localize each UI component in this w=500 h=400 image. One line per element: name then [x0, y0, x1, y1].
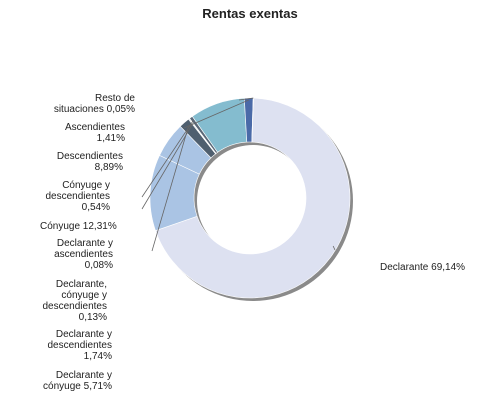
leader-line-conyuge-desc: [141, 120, 194, 198]
leader-line-decl-asc: [141, 123, 194, 210]
leader-line-declarante: [332, 245, 336, 251]
leader-line-ascendientes: [183, 99, 249, 129]
pie-slices: [149, 97, 353, 301]
slice-labels: Resto de situaciones 0,05% Ascendientes 1,4…: [40, 93, 465, 392]
slice-label-descendientes: Descendientes 8,89%: [57, 151, 123, 173]
pie-slice-0: [155, 97, 351, 299]
slice-label-decl_asc: Declarante y ascendientes 0,08%: [54, 238, 113, 271]
slice-label-conyuge_desc: Cónyuge y descendientes 0,54%: [46, 180, 111, 213]
slice-label-declarante: Declarante 69,14%: [380, 262, 465, 273]
slice-label-decl_desc: Declarante y descendientes 1,74%: [48, 329, 113, 362]
slice-label-decl_cony_desc: Declarante, cónyuge y descendientes 0,13%: [43, 279, 108, 323]
leader-line-resto: [238, 97, 254, 101]
slice-label-decl_cony: Declarante y cónyuge 5,71%: [43, 370, 112, 392]
slice-label-resto: Resto de situaciones 0,05%: [54, 93, 136, 115]
leader-line-decl-desc: [151, 127, 189, 252]
slice-label-ascendientes: Ascendientes 1,41%: [65, 122, 125, 144]
slice-label-conyuge: Cónyuge 12,31%: [40, 221, 117, 232]
chart-title: Rentas exentas: [202, 6, 298, 21]
leader-lines: [141, 97, 336, 252]
